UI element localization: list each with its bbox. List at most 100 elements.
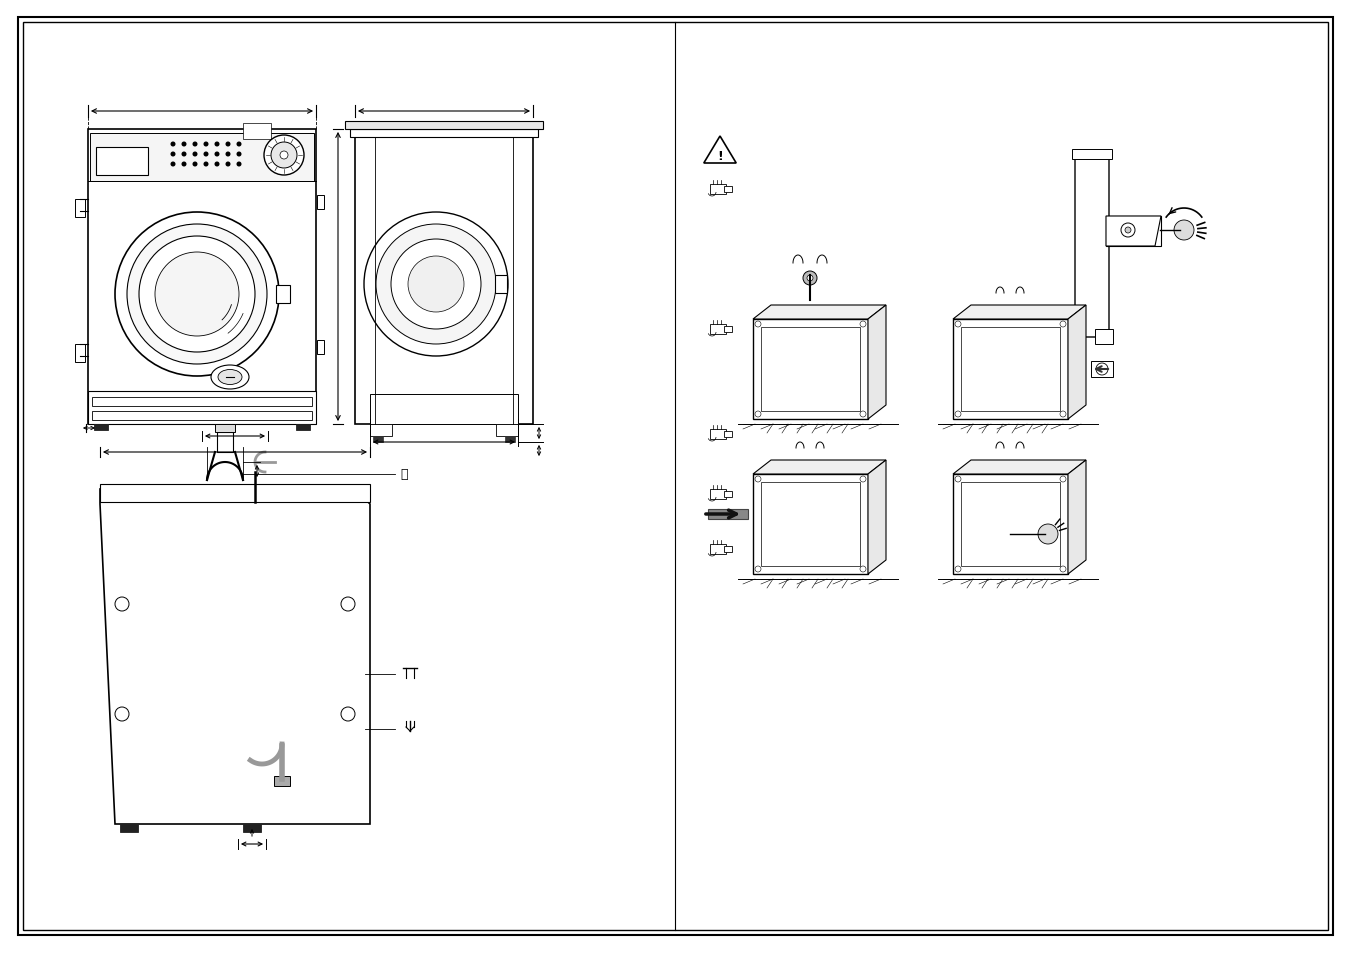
Circle shape — [139, 236, 255, 353]
Bar — [761, 482, 861, 566]
Circle shape — [861, 566, 866, 573]
Polygon shape — [1106, 216, 1161, 247]
Circle shape — [861, 412, 866, 417]
Bar — [1092, 361, 1113, 377]
Bar — [218, 433, 232, 453]
Bar — [345, 122, 543, 130]
Circle shape — [340, 707, 355, 721]
Circle shape — [1061, 412, 1066, 417]
Circle shape — [193, 163, 197, 167]
Bar — [711, 490, 725, 499]
Bar — [120, 824, 138, 832]
Bar — [215, 424, 235, 433]
Circle shape — [193, 143, 197, 147]
Bar — [276, 286, 290, 304]
Circle shape — [861, 476, 866, 482]
Bar — [753, 319, 867, 419]
Circle shape — [204, 163, 208, 167]
Bar — [370, 424, 392, 436]
Bar — [243, 124, 272, 140]
Circle shape — [755, 566, 761, 573]
Bar — [100, 484, 370, 502]
Circle shape — [238, 163, 240, 167]
Circle shape — [861, 322, 866, 328]
Bar — [296, 424, 309, 431]
Polygon shape — [753, 306, 886, 319]
Circle shape — [155, 253, 239, 336]
Bar — [724, 432, 732, 437]
Circle shape — [238, 143, 240, 147]
FancyBboxPatch shape — [1075, 152, 1109, 337]
Bar — [711, 544, 725, 555]
Bar — [243, 824, 261, 832]
Bar — [76, 200, 85, 218]
Circle shape — [408, 256, 463, 313]
Bar — [753, 475, 867, 575]
Bar — [274, 776, 290, 786]
Bar — [91, 133, 313, 182]
Circle shape — [376, 225, 496, 345]
Bar — [1106, 216, 1161, 247]
Bar — [724, 187, 732, 193]
Polygon shape — [867, 306, 886, 419]
Circle shape — [182, 143, 186, 147]
Bar — [373, 436, 382, 442]
Bar — [952, 475, 1069, 575]
Polygon shape — [952, 306, 1086, 319]
Circle shape — [1061, 566, 1066, 573]
Bar — [1071, 150, 1112, 160]
Circle shape — [215, 163, 219, 167]
Bar — [88, 130, 316, 424]
Circle shape — [226, 163, 230, 167]
Circle shape — [204, 143, 208, 147]
Bar — [708, 510, 748, 519]
Circle shape — [115, 213, 280, 376]
Bar — [494, 275, 507, 294]
Circle shape — [390, 240, 481, 330]
Circle shape — [1061, 476, 1066, 482]
Bar — [88, 392, 316, 424]
Bar — [96, 148, 149, 175]
Bar — [505, 436, 515, 442]
Bar — [724, 492, 732, 497]
Circle shape — [955, 476, 961, 482]
Bar — [370, 395, 517, 424]
Circle shape — [955, 412, 961, 417]
Polygon shape — [952, 460, 1086, 475]
Bar — [76, 345, 85, 363]
Circle shape — [755, 322, 761, 328]
Bar — [724, 327, 732, 333]
Bar — [952, 319, 1069, 419]
Bar — [1096, 330, 1113, 345]
Circle shape — [1174, 221, 1194, 241]
Ellipse shape — [211, 366, 249, 390]
Circle shape — [1121, 224, 1135, 237]
Circle shape — [755, 412, 761, 417]
Bar — [724, 546, 732, 553]
Text: 🚿: 🚿 — [400, 468, 408, 481]
Circle shape — [1125, 228, 1131, 233]
Bar — [317, 340, 324, 355]
Circle shape — [802, 272, 817, 286]
Circle shape — [1061, 322, 1066, 328]
Bar — [961, 482, 1061, 566]
Circle shape — [263, 136, 304, 175]
Polygon shape — [704, 137, 736, 164]
Circle shape — [182, 163, 186, 167]
Circle shape — [238, 153, 240, 156]
Bar — [711, 325, 725, 335]
Polygon shape — [100, 490, 370, 824]
Polygon shape — [1069, 460, 1086, 575]
Circle shape — [115, 598, 128, 612]
Bar — [350, 130, 538, 138]
Circle shape — [193, 153, 197, 156]
Circle shape — [127, 225, 267, 365]
Circle shape — [807, 275, 813, 282]
Circle shape — [215, 153, 219, 156]
Bar — [355, 130, 534, 424]
Ellipse shape — [218, 370, 242, 385]
Bar — [95, 424, 108, 431]
Bar — [317, 195, 324, 210]
Circle shape — [204, 153, 208, 156]
Text: !: ! — [717, 151, 723, 163]
